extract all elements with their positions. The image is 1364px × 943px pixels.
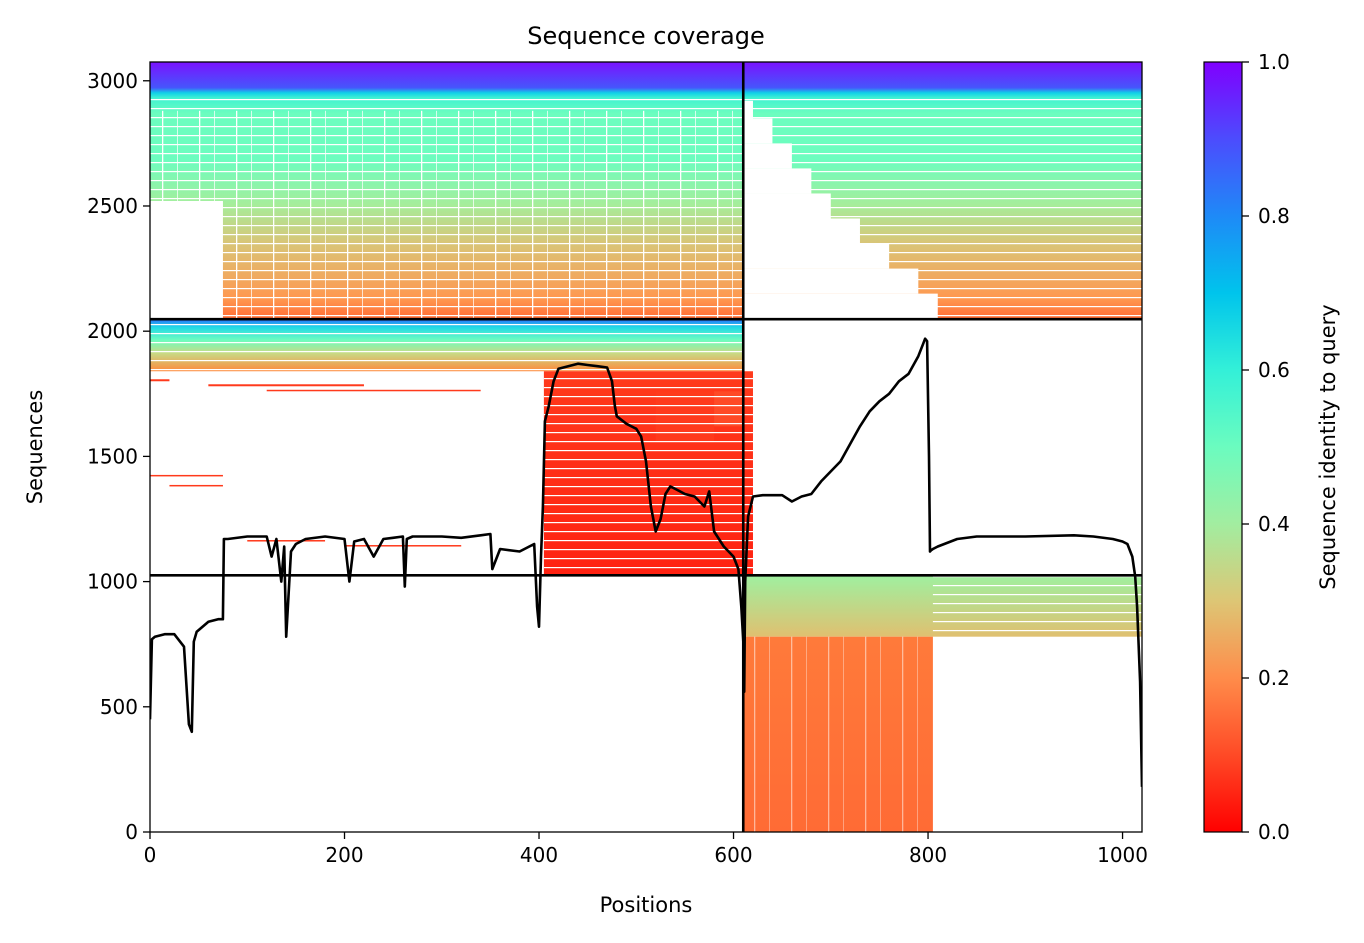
- block-bottom-right-top-texture: [932, 575, 1142, 637]
- red-streak-2: [266, 389, 481, 392]
- coverage-line-layer: [150, 337, 1142, 787]
- y-tick-label-1: 500: [100, 695, 138, 719]
- block-top-left-texture: [150, 98, 744, 320]
- chart-title: Sequence coverage: [527, 22, 764, 50]
- colorbar-gradient: [1203, 61, 1243, 833]
- colorbar-tick-label-5: 1.0: [1258, 50, 1290, 74]
- block-bottom-right-gaps: [743, 636, 933, 832]
- x-tick-label-5: 1000: [1097, 843, 1148, 867]
- x-axis-label: Positions: [600, 893, 693, 917]
- y-axis: 0 500 1000 1500 2000 2500 3000: [87, 69, 150, 844]
- colorbar-ticks: 0.0 0.2 0.4 0.6 0.8 1.0: [1242, 50, 1290, 844]
- x-tick-label-2: 400: [520, 843, 558, 867]
- colorbar-tick-label-4: 0.8: [1258, 204, 1290, 228]
- red-streak-4: [169, 484, 223, 487]
- colorbar-tick-label-1: 0.2: [1258, 666, 1290, 690]
- x-tick-label-4: 800: [909, 843, 947, 867]
- y-axis-label: Sequences: [23, 390, 47, 505]
- x-axis: 0 200 400 600 800 1000: [144, 832, 1148, 867]
- coverage-line: [150, 337, 1142, 787]
- y-tick-label-3: 1500: [87, 444, 138, 468]
- colorbar-tick-label-3: 0.6: [1258, 358, 1290, 382]
- y-tick-label-2: 1000: [87, 570, 138, 594]
- boundary-lines: [150, 62, 1142, 832]
- y-tick-label-4: 2000: [87, 319, 138, 343]
- y-tick-label-6: 3000: [87, 69, 138, 93]
- colorbar-label: Sequence identity to query: [1316, 304, 1340, 589]
- block-middle-left-texture: [150, 321, 744, 372]
- red-streak-0: [150, 379, 170, 382]
- colorbar-tick-label-0: 0.0: [1258, 820, 1290, 844]
- block-top-right-texture: [743, 98, 1142, 320]
- x-tick-label-0: 0: [144, 843, 157, 867]
- red-streak-1: [208, 384, 364, 387]
- red-streak-3: [150, 474, 223, 477]
- y-tick-label-5: 2500: [87, 194, 138, 218]
- red-streak-5: [247, 540, 326, 542]
- y-tick-label-0: 0: [125, 820, 138, 844]
- heatmap-layer: [150, 62, 1142, 832]
- x-tick-label-3: 600: [714, 843, 752, 867]
- x-tick-label-1: 200: [325, 843, 363, 867]
- colorbar-tick-label-2: 0.4: [1258, 512, 1290, 536]
- colorbar: 0.0 0.2 0.4 0.6 0.8 1.0 Sequence identity to …: [1203, 50, 1340, 844]
- plot-frame: [149, 61, 1143, 833]
